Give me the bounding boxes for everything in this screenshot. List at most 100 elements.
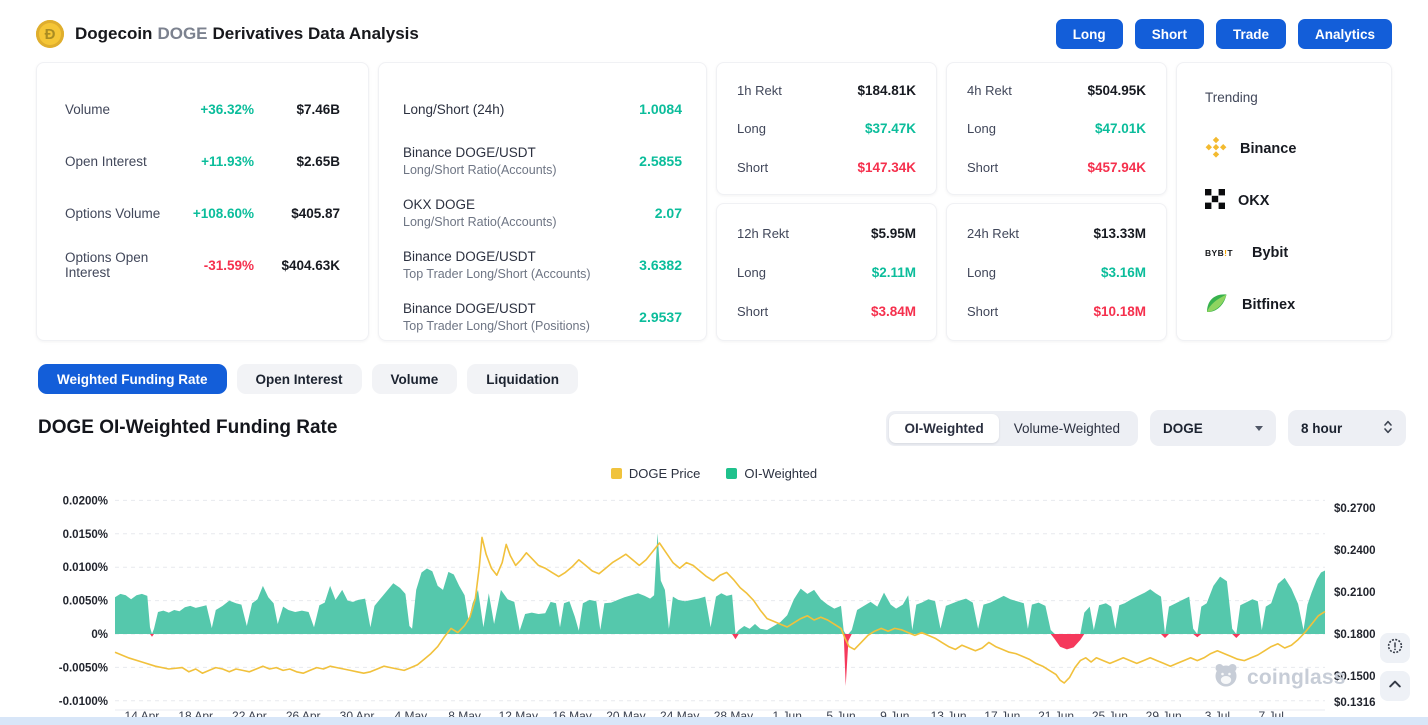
tab-volume[interactable]: Volume (372, 364, 458, 394)
rekt-card-4h: 4h Rekt$504.95K Long$47.01K Short$457.94… (946, 62, 1167, 195)
legend-label: DOGE Price (629, 466, 701, 481)
dogecoin-logo: Ð (36, 20, 64, 48)
rekt-total: $13.33M (1093, 226, 1146, 241)
legend-swatch-green (726, 468, 737, 479)
trending-item-bybit[interactable]: BYB!T Bybit (1205, 227, 1363, 279)
trending-title: Trending (1205, 89, 1363, 107)
okx-logo-icon (1205, 189, 1225, 214)
stat-label: Options Open Interest (65, 250, 162, 280)
feedback-button[interactable] (1380, 633, 1410, 663)
axis-tick-label: 0.0150% (63, 529, 108, 541)
page-title: Dogecoin DOGE Derivatives Data Analysis (75, 24, 419, 44)
overview-row: Open Interest +11.93% $2.65B (65, 135, 340, 187)
ratio-title: Binance DOGE/USDT (403, 301, 590, 316)
rekt-card-12h: 12h Rekt$5.95M Long$2.11M Short$3.84M (716, 203, 937, 341)
bitfinex-logo-icon (1205, 291, 1229, 320)
axis-tick-label: $0.2700 (1334, 503, 1376, 515)
coin-symbol: DOGE (157, 24, 207, 43)
toggle-oi-weighted[interactable]: OI-Weighted (889, 414, 998, 443)
short-button[interactable]: Short (1135, 19, 1204, 49)
header-actions: Long Short Trade Analytics (1056, 19, 1392, 49)
ratio-subtitle: Top Trader Long/Short (Positions) (403, 319, 590, 333)
stat-label: Open Interest (65, 154, 162, 169)
rekt-short-label: Short (967, 160, 998, 175)
rekt-long-value: $2.11M (872, 265, 916, 280)
trending-item-bitfinex[interactable]: Bitfinex (1205, 279, 1363, 331)
interval-select-value: 8 hour (1301, 421, 1342, 436)
chevron-down-icon (1255, 426, 1263, 431)
ratio-subtitle: Top Trader Long/Short (Accounts) (403, 267, 591, 281)
long-button[interactable]: Long (1056, 19, 1123, 49)
stat-change: +36.32% (162, 102, 254, 117)
stat-change: +108.60% (162, 206, 254, 221)
overview-row: Volume +36.32% $7.46B (65, 83, 340, 135)
ratio-value: 1.0084 (639, 101, 682, 117)
stat-label: Options Volume (65, 206, 162, 221)
ratio-row: Binance DOGE/USDT Top Trader Long/Short (… (403, 291, 682, 343)
stat-change: -31.59% (162, 258, 254, 273)
axis-tick-label: 0.0100% (63, 562, 108, 574)
axis-tick-label: 0.0050% (63, 596, 108, 608)
ratio-row: Long/Short (24h) 1.0084 (403, 83, 682, 135)
trade-button[interactable]: Trade (1216, 19, 1286, 49)
toggle-volume-weighted[interactable]: Volume-Weighted (999, 414, 1135, 443)
ratio-value: 2.5855 (639, 153, 682, 169)
rekt-period: 4h Rekt (967, 83, 1012, 98)
ratio-row: Binance DOGE/USDTTop Trader Long/Short (… (403, 239, 682, 291)
legend-oi-weighted[interactable]: OI-Weighted (726, 466, 817, 481)
axis-tick-label: -0.0100% (59, 696, 108, 708)
rekt-period: 24h Rekt (967, 226, 1019, 241)
binance-logo-icon (1205, 136, 1227, 163)
ratio-title: Long/Short (24h) (403, 102, 504, 117)
rekt-long-value: $3.16M (1101, 265, 1146, 280)
ratio-row: Binance DOGE/USDTLong/Short Ratio(Accoun… (403, 135, 682, 187)
rekt-total: $184.81K (857, 83, 916, 98)
weight-toggle: OI-Weighted Volume-Weighted (886, 411, 1138, 446)
coin-select-value: DOGE (1163, 421, 1203, 436)
rekt-long-value: $47.01K (1095, 121, 1146, 136)
rekt-period: 12h Rekt (737, 226, 789, 241)
axis-tick-label: $0.2400 (1334, 545, 1376, 557)
tab-liquidation[interactable]: Liquidation (467, 364, 578, 394)
rekt-column-2: 4h Rekt$504.95K Long$47.01K Short$457.94… (946, 62, 1167, 341)
overview-row: Options Open Interest -31.59% $404.63K (65, 239, 340, 291)
rekt-card-24h: 24h Rekt$13.33M Long$3.16M Short$10.18M (946, 203, 1167, 341)
stat-label: Volume (65, 102, 162, 117)
coin-select[interactable]: DOGE (1150, 410, 1276, 446)
rekt-long-label: Long (967, 265, 996, 280)
analytics-button[interactable]: Analytics (1298, 19, 1392, 49)
rekt-short-label: Short (737, 304, 768, 319)
rekt-total: $5.95M (871, 226, 916, 241)
watermark-text: coinglass (1247, 666, 1346, 690)
overview-card: Volume +36.32% $7.46B Open Interest +11.… (36, 62, 369, 341)
chevron-up-icon (1383, 672, 1407, 701)
ratio-title: OKX DOGE (403, 197, 557, 212)
ratio-title: Binance DOGE/USDT (403, 145, 557, 160)
overview-row: Options Volume +108.60% $405.87 (65, 187, 340, 239)
ratio-value: 2.9537 (639, 309, 682, 325)
chart-legend: DOGE Price OI-Weighted (0, 466, 1428, 481)
axis-tick-label: $0.2100 (1334, 587, 1376, 599)
coinglass-watermark: coinglass (1212, 661, 1346, 695)
long-short-ratio-card: Long/Short (24h) 1.0084 Binance DOGE/USD… (378, 62, 707, 341)
coin-name: Dogecoin (75, 24, 152, 43)
rekt-short-label: Short (737, 160, 768, 175)
trending-item-binance[interactable]: Binance (1205, 123, 1363, 175)
tab-weighted-funding-rate[interactable]: Weighted Funding Rate (38, 364, 227, 394)
page: Ð DogecoinDOGEDerivatives Data Analysis … (0, 0, 1428, 725)
stat-value: $404.63K (254, 258, 340, 273)
page-subtitle: Derivatives Data Analysis (213, 24, 419, 43)
interval-select[interactable]: 8 hour (1288, 410, 1406, 446)
axis-tick-label: -0.0050% (59, 662, 108, 674)
tab-open-interest[interactable]: Open Interest (237, 364, 362, 394)
legend-label: OI-Weighted (744, 466, 817, 481)
scroll-to-top-button[interactable] (1380, 671, 1410, 701)
stat-change: +11.93% (162, 154, 254, 169)
axis-tick-label: $0.1800 (1334, 629, 1376, 641)
coinglass-bear-icon (1212, 661, 1240, 695)
trending-item-okx[interactable]: OKX (1205, 175, 1363, 227)
legend-doge-price[interactable]: DOGE Price (611, 466, 701, 481)
exchange-name: OKX (1238, 193, 1269, 209)
rekt-short-value: $3.84M (871, 304, 916, 319)
exchange-name: Bybit (1252, 245, 1288, 261)
